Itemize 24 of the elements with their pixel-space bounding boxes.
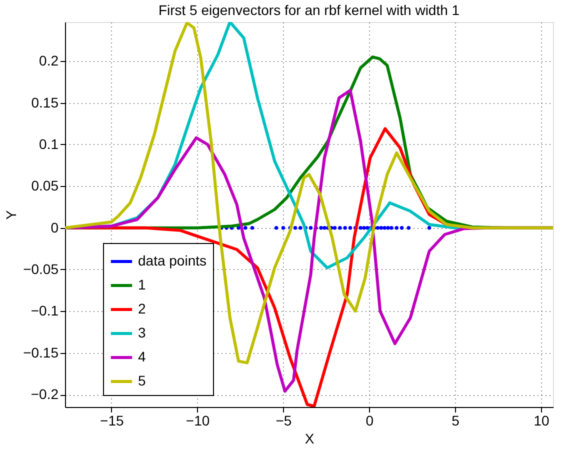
legend-label: 5 — [138, 372, 146, 388]
y-tick-label: −0.1 — [30, 302, 59, 319]
y-axis-title: Y — [3, 210, 20, 220]
y-tick-label: 0 — [50, 219, 59, 236]
y-tick-label: −0.2 — [30, 386, 59, 402]
legend-label: 2 — [138, 300, 146, 316]
x-tick-label: 10 — [534, 412, 550, 428]
y-tick-label: 0.1 — [39, 136, 59, 152]
x-tick-label: 0 — [366, 412, 374, 428]
x-axis-title: X — [304, 430, 315, 446]
y-tick-label: 0.05 — [31, 178, 59, 194]
y-tick-label: 0.2 — [39, 52, 59, 69]
y-tick-label: −0.15 — [23, 344, 59, 360]
legend-label: data points — [138, 252, 206, 268]
legend-label: 1 — [138, 276, 146, 292]
x-tick-label: −10 — [186, 412, 210, 428]
legend-label: 4 — [138, 348, 146, 364]
legend-label: 3 — [138, 324, 146, 340]
x-tick-label: −5 — [276, 412, 292, 428]
x-tick-label: 5 — [452, 412, 460, 428]
y-tick-label: −0.05 — [23, 261, 59, 277]
chart-title: First 5 eigenvectors for an rbf kernel with width 1 — [158, 2, 460, 18]
x-tick-label: −15 — [100, 412, 124, 428]
y-tick-label: 0.15 — [31, 94, 59, 110]
